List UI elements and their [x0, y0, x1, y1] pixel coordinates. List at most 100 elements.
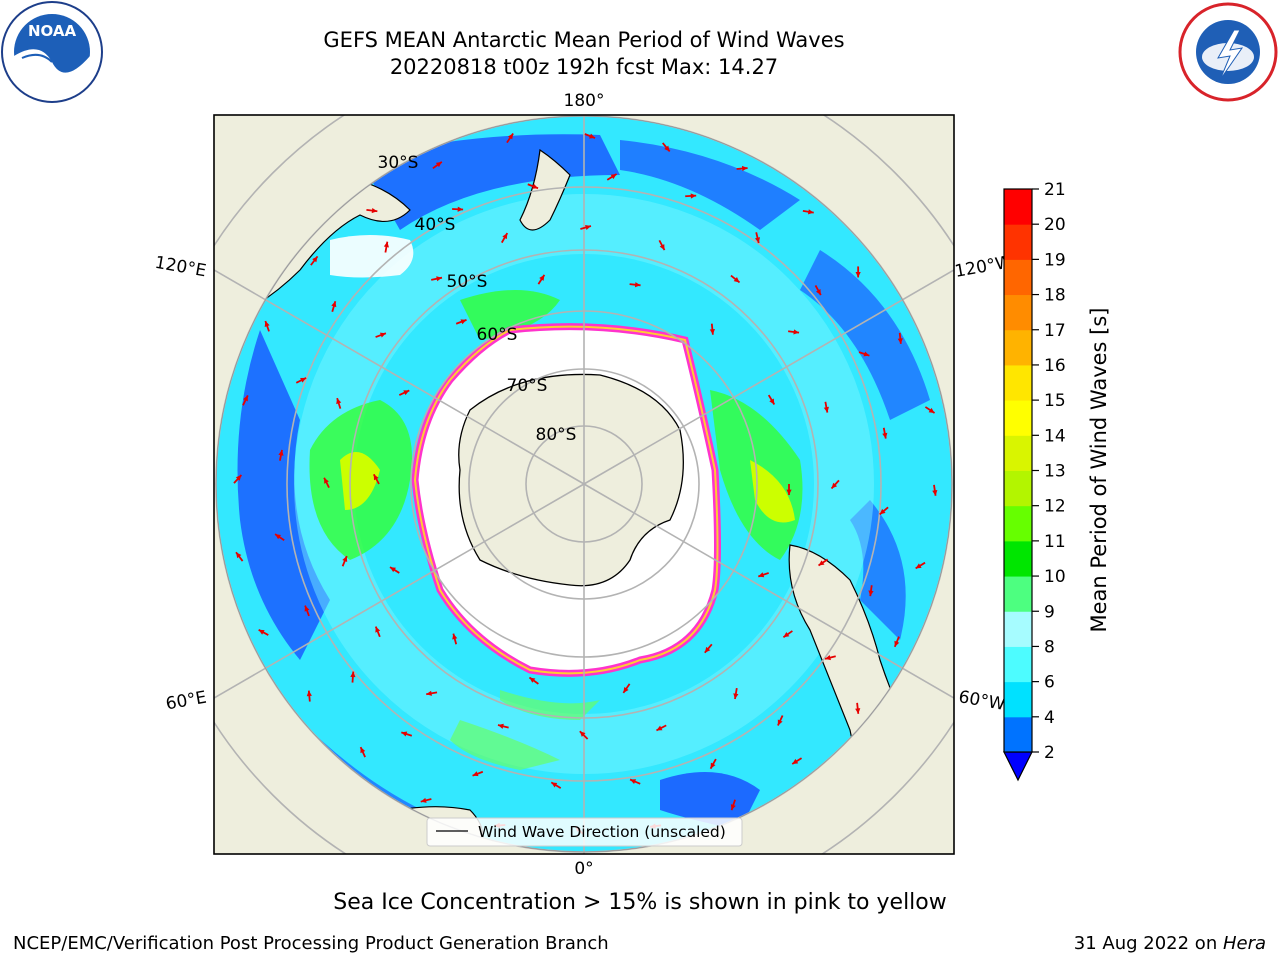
wave-arrow-head	[460, 319, 467, 325]
wave-arrow-head	[264, 321, 270, 327]
colorbar-tick-label: 6	[1044, 673, 1055, 693]
colorbar-tick-label: 2	[1044, 743, 1055, 763]
footer-date: 31 Aug 2022 on Hera	[1074, 933, 1266, 954]
wave-arrow-head	[360, 747, 366, 754]
noaa-logo-icon: NOAA	[1, 1, 103, 103]
wave-arrow-head	[754, 237, 761, 243]
colorbar-tick-label: 21	[1044, 180, 1066, 200]
wave-arrow-head	[630, 779, 637, 785]
wave-arrow-head	[855, 708, 861, 714]
colorbar-segment	[1004, 540, 1032, 577]
colorbar-extend-triangle	[1003, 751, 1033, 782]
wave-arrow-head	[818, 560, 825, 566]
wave-arrow-head	[502, 233, 508, 240]
wave-arrow-head	[373, 474, 379, 481]
wave-arrow-head	[664, 145, 670, 152]
colorbar-segment	[1004, 364, 1032, 401]
wave-arrow-head	[879, 508, 886, 515]
wave-arrow-head	[497, 723, 504, 729]
nws-logo-icon	[1178, 2, 1278, 102]
colorbar: 21 20 19 18 17 16 15 14 13 12 11 10 9 8 6 4 2	[1003, 180, 1066, 782]
wave-arrow-head	[831, 482, 838, 489]
colorbar-segment	[1004, 259, 1032, 296]
antarctica-land	[458, 373, 684, 587]
colorbar-tick-label: 16	[1044, 356, 1066, 376]
colorbar-tick-label: 15	[1044, 391, 1066, 411]
wave-arrow-head	[792, 758, 799, 764]
wave-arrow-head	[709, 329, 715, 335]
wave-arrow-head	[375, 626, 381, 633]
colorbar-segment	[1004, 224, 1032, 260]
wave-arrow-head	[331, 301, 337, 308]
wave-arrow-head	[585, 224, 591, 231]
wave-arrow-head	[539, 274, 545, 281]
wave-arrow-head	[915, 563, 922, 569]
colorbar-tick-label: 18	[1044, 286, 1066, 306]
lon-label-120e: 120°E	[153, 253, 207, 282]
wave-arrow-head	[932, 490, 938, 496]
lat-label-40s: 40°S	[415, 215, 456, 235]
wave-arrow-head	[551, 782, 558, 788]
colorbar-segment	[1004, 329, 1032, 366]
wave-arrow-head	[894, 640, 900, 647]
wave-arrow-head	[634, 282, 641, 288]
wave-arrow-head	[777, 719, 783, 726]
wave-arrow-head	[710, 762, 716, 769]
wave-arrow-head	[350, 671, 356, 678]
wave-arrow-head	[769, 398, 775, 405]
lat-label-30s: 30°S	[378, 153, 419, 173]
colorbar-tick-label: 10	[1044, 567, 1066, 587]
map-legend: Wind Wave Direction (unscaled)	[426, 817, 743, 847]
meridian-lines	[214, 115, 954, 854]
wave-arrow-head	[436, 276, 442, 282]
wave-arrow-head	[786, 489, 792, 495]
lat-label-70s: 70°S	[507, 376, 548, 396]
colorbar-segment	[1004, 470, 1032, 507]
wave-arrow-head	[336, 398, 342, 405]
wave-arrow-head	[623, 686, 629, 693]
wave-arrow-head	[733, 693, 739, 700]
colorbar-segment	[1004, 400, 1032, 436]
wave-arrow-head	[863, 351, 870, 357]
colorbar-segment	[1004, 646, 1032, 683]
wave-arrow-head	[379, 332, 386, 338]
colorbar-tick-label: 13	[1044, 462, 1066, 482]
wave-arrow-head	[306, 690, 312, 697]
lat-label-60s: 60°S	[477, 325, 518, 345]
wave-arrow-head	[278, 449, 284, 456]
wave-arrow-head	[868, 590, 874, 597]
chart-title-line2: 20220818 t00z 192h fcst Max: 14.27	[389, 55, 779, 79]
wave-arrow-head	[243, 395, 248, 402]
lat-label-80s: 80°S	[536, 425, 577, 445]
lon-label-0: 0°	[574, 859, 593, 879]
colorbar-segment	[1004, 716, 1032, 753]
wave-arrow-head	[823, 406, 829, 413]
wave-arrow-head	[236, 552, 242, 559]
wave-arrow-head	[690, 193, 697, 199]
wave-arrow-head	[730, 804, 736, 811]
colorbar-tick-label: 20	[1044, 215, 1066, 235]
wave-arrow-head	[815, 289, 821, 296]
wave-arrow-head	[807, 209, 814, 215]
wave-arrow-head	[457, 206, 464, 212]
wave-arrow-head	[783, 632, 790, 638]
wind-wave-arrows	[233, 132, 938, 835]
wave-arrow-head	[420, 797, 427, 803]
colorbar-tick-label: 14	[1044, 426, 1066, 446]
wave-arrow-head	[304, 605, 310, 612]
wave-arrow-head	[507, 133, 514, 140]
wave-arrow-head	[312, 256, 318, 263]
wave-arrow-head	[855, 272, 861, 278]
footer-host: Hera	[1222, 933, 1266, 954]
wave-arrow-head	[579, 731, 586, 737]
colorbar-tick-label: 19	[1044, 250, 1066, 270]
lat-label-50s: 50°S	[447, 272, 488, 292]
lon-label-60w: 60°W	[957, 687, 1007, 715]
legend-label: Wind Wave Direction (unscaled)	[478, 823, 726, 841]
wave-arrow-head	[275, 534, 282, 540]
colorbar-segment	[1004, 576, 1032, 612]
colorbar-tick-label: 12	[1044, 497, 1066, 517]
wave-arrow-head	[589, 133, 596, 139]
footer-branch: NCEP/EMC/Verification Post Processing Pr…	[13, 933, 609, 954]
